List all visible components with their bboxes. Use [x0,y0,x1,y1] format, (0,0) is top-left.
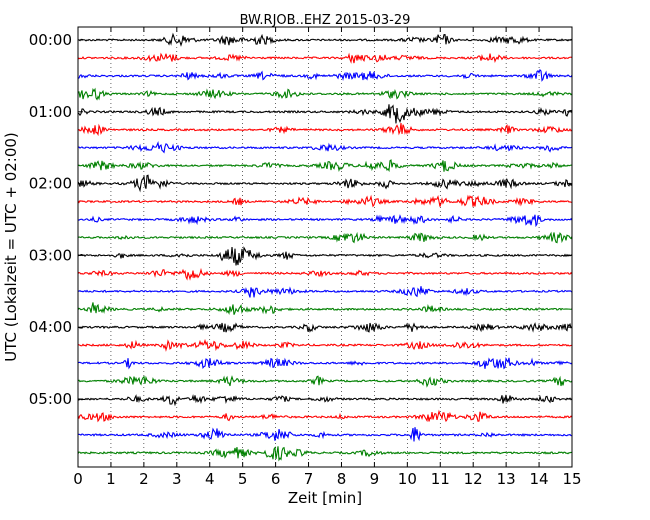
trace-0 [77,32,573,47]
y-tick-label-0: 00:00 [29,31,72,49]
x-tick-label-3: 3 [172,470,182,488]
x-axis: 0 1 2 3 4 5 6 7 8 9 10 11 12 13 14 15 [73,27,582,488]
trace-22 [77,427,573,442]
x-tick-label-8: 8 [337,470,347,488]
trace-12 [77,246,573,266]
trace-7 [77,159,573,173]
y-tick-label-2: 02:00 [29,175,72,193]
trace-23 [77,446,573,462]
x-tick-label-4: 4 [205,470,215,488]
chart-title: BW.RJOB..EHZ 2015-03-29 [240,13,411,28]
x-tick-label-2: 2 [139,470,149,488]
plot-frame [77,26,573,468]
trace-4 [77,104,573,124]
y-tick-label-5: 05:00 [29,390,72,408]
trace-10 [77,214,573,228]
trace-14 [77,286,573,298]
trace-6 [77,140,573,154]
x-tick-label-9: 9 [370,470,380,488]
y-tick-label-1: 01:00 [29,103,72,121]
y-tick-label-4: 04:00 [29,318,72,336]
trace-16 [77,322,573,333]
x-tick-label-7: 7 [304,470,314,488]
trace-21 [77,409,573,423]
x-tick-label-10: 10 [398,470,417,488]
trace-17 [77,338,573,352]
x-tick-label-14: 14 [530,470,549,488]
trace-11 [77,231,573,244]
trace-5 [77,123,573,137]
x-tick-label-12: 12 [464,470,483,488]
trace-13 [77,267,573,281]
trace-19 [77,375,573,388]
trace-8 [77,174,573,193]
x-tick-label-0: 0 [73,470,83,488]
trace-20 [77,393,573,407]
x-tick-label-11: 11 [431,470,450,488]
y-axis-label: UTC (Lokalzeit = UTC + 02:00) [2,132,20,362]
y-axis: 00:00 01:00 02:00 03:00 04:00 05:00 [29,31,572,408]
x-tick-label-13: 13 [497,470,516,488]
grid-lines [110,27,540,467]
x-tick-label-5: 5 [238,470,248,488]
x-tick-label-15: 15 [562,470,581,488]
trace-18 [77,357,573,370]
trace-2 [77,68,573,82]
trace-3 [77,87,573,101]
trace-9 [77,194,573,208]
x-tick-label-6: 6 [271,470,281,488]
trace-15 [77,302,573,315]
x-tick-label-1: 1 [106,470,116,488]
seismic-traces [77,32,573,462]
trace-1 [77,52,573,64]
y-tick-label-3: 03:00 [29,246,72,264]
x-axis-label: Zeit [min] [288,489,362,507]
